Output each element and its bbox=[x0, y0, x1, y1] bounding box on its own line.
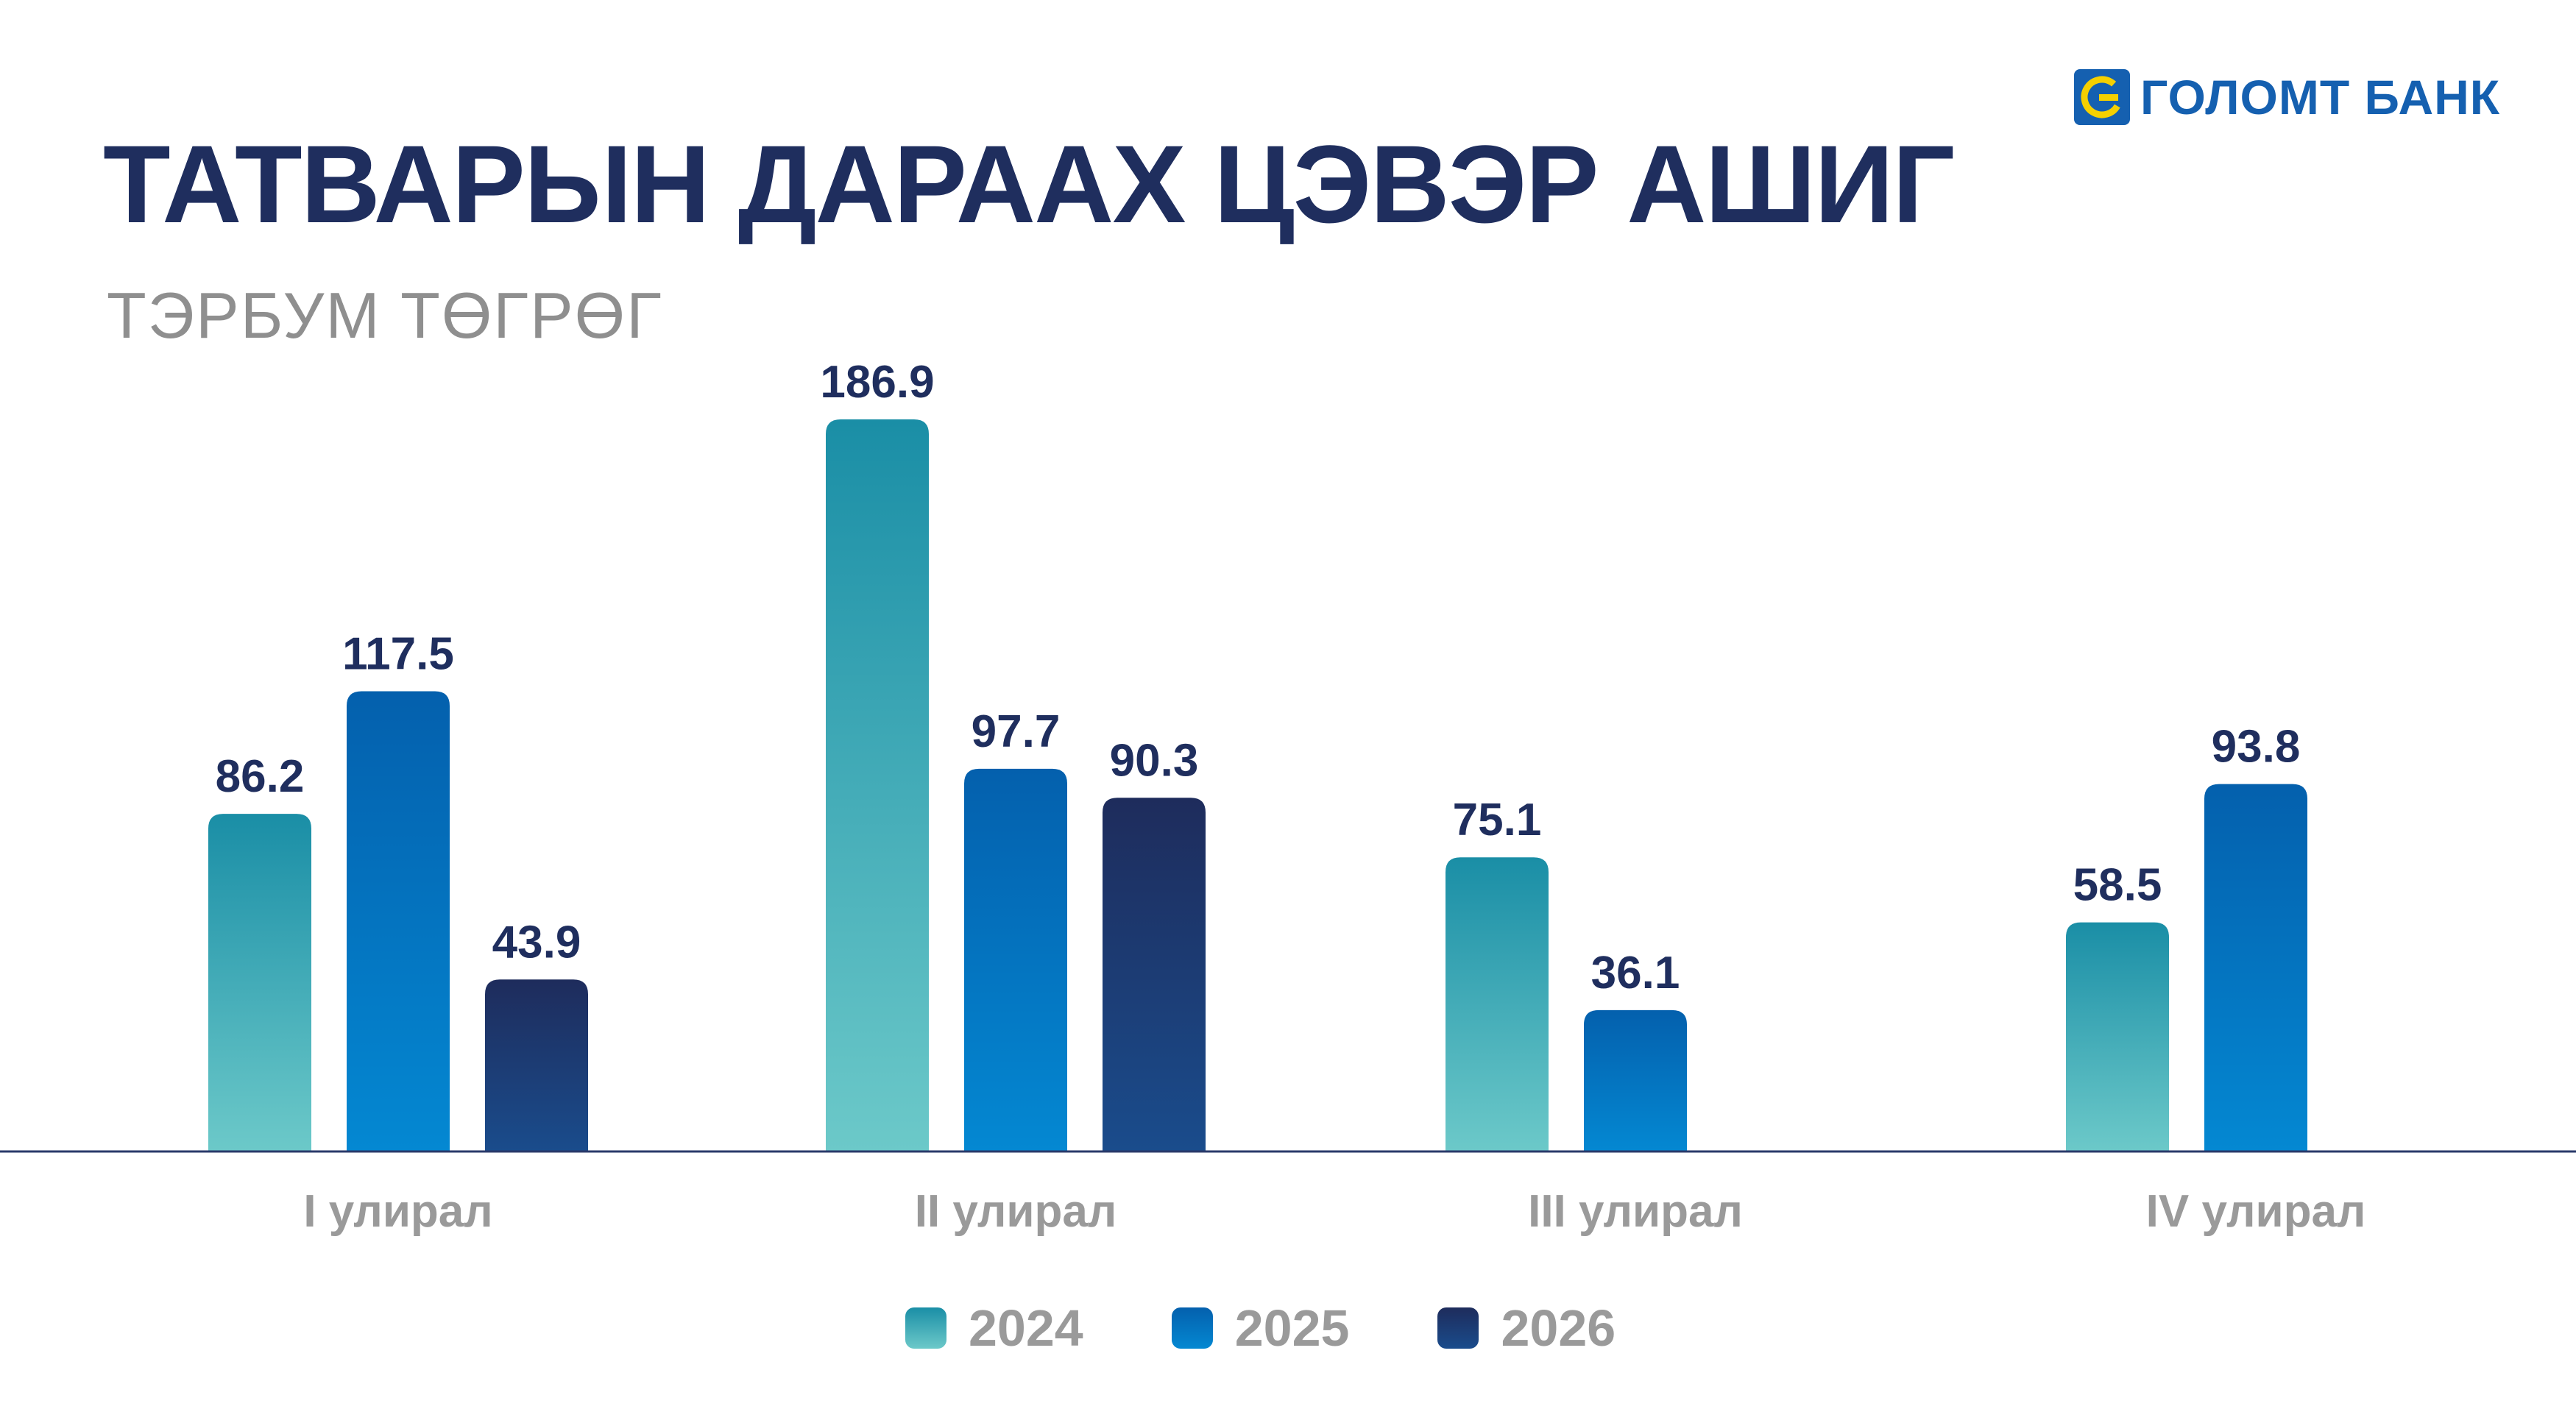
bar-2025-4 bbox=[2204, 784, 2307, 1151]
data-label-2025-2: 97.7 bbox=[972, 706, 1061, 757]
bar-2025-1 bbox=[347, 691, 450, 1151]
legend-swatch-2025 bbox=[1171, 1307, 1213, 1349]
bar-2024-2 bbox=[826, 419, 929, 1151]
bar-2024-3 bbox=[1446, 857, 1549, 1151]
golomt-logo-icon bbox=[2074, 69, 2130, 125]
data-label-2025-4: 93.8 bbox=[2212, 722, 2301, 773]
legend-item-2025: 2025 bbox=[1171, 1299, 1350, 1357]
bar-2024-1 bbox=[208, 814, 311, 1151]
data-label-2024-4: 58.5 bbox=[2073, 860, 2162, 911]
legend-item-2026: 2026 bbox=[1437, 1302, 1616, 1354]
brand-name: ГОЛОМТ БАНК bbox=[2140, 70, 2501, 124]
category-label-2: II улирал bbox=[915, 1186, 1117, 1237]
page-title: ТАТВАРЫН ДАРААХ ЦЭВЭР АШИГ bbox=[103, 122, 1955, 246]
legend-swatch-2024 bbox=[905, 1307, 946, 1349]
chart-legend: 2024 2025 2026 bbox=[905, 1302, 1704, 1354]
bar-2025-2 bbox=[964, 768, 1067, 1151]
bar-2026-1 bbox=[485, 979, 588, 1151]
bar-chart: 86.2 117.5 43.9 I улирал 186.9 97.7 90.3 II ули… bbox=[0, 357, 2576, 1237]
legend-item-2024: 2024 bbox=[905, 1302, 1083, 1354]
page-subtitle: ТЭРБУМ ТӨГРӨГ bbox=[107, 279, 663, 352]
bar-2024-4 bbox=[2066, 922, 2169, 1151]
bar-2026-2 bbox=[1103, 798, 1206, 1151]
category-label-3: III улирал bbox=[1528, 1186, 1743, 1237]
data-label-2025-3: 36.1 bbox=[1591, 948, 1680, 998]
data-label-2025-1: 117.5 bbox=[342, 628, 454, 679]
data-label-2024-2: 186.9 bbox=[820, 357, 934, 408]
data-label-2024-1: 86.2 bbox=[216, 751, 305, 802]
legend-label-2026: 2026 bbox=[1501, 1299, 1616, 1357]
data-label-2024-3: 75.1 bbox=[1453, 795, 1542, 845]
bar-2025-3 bbox=[1584, 1009, 1687, 1151]
category-label-4: IV улирал bbox=[2146, 1186, 2366, 1237]
legend-swatch-2026 bbox=[1437, 1307, 1479, 1349]
legend-label-2025: 2025 bbox=[1234, 1299, 1350, 1357]
data-label-2026-1: 43.9 bbox=[492, 917, 581, 968]
category-label-1: I улирал bbox=[303, 1186, 492, 1237]
data-label-2026-2: 90.3 bbox=[1110, 735, 1199, 786]
brand-logo: ГОЛОМТ БАНК bbox=[2074, 68, 2500, 127]
legend-label-2024: 2024 bbox=[969, 1299, 1083, 1357]
